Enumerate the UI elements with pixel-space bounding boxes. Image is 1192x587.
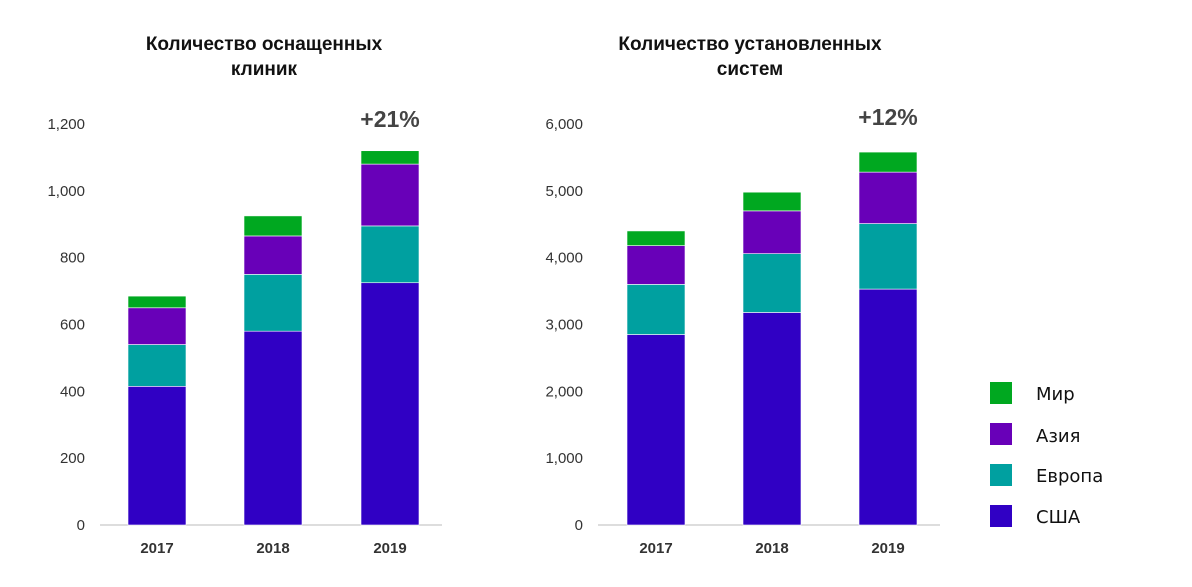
y-tick-label: 4,000 [545, 250, 583, 267]
legend-label-usa: США [1036, 507, 1081, 528]
x-tick-label: 2019 [373, 540, 406, 557]
legend: Мир Азия Европа США [990, 382, 1103, 528]
legend-label-europe: Европа [1036, 466, 1103, 487]
bars [626, 151, 918, 526]
bar-segment [127, 295, 187, 309]
growth-annotation: +21% [360, 106, 419, 132]
y-tick-label: 400 [60, 383, 85, 400]
x-tick-label: 2017 [639, 540, 672, 557]
bars [127, 150, 420, 526]
bar-segment [858, 171, 918, 224]
x-axis: 2017 2018 2019 [639, 540, 904, 557]
y-axis: 0 1,000 2,000 3,000 4,000 5,000 6,000 [545, 116, 583, 534]
growth-annotation: +12% [858, 104, 917, 130]
y-tick-label: 6,000 [545, 116, 583, 133]
bar-segment [626, 230, 686, 246]
y-tick-label: 3,000 [545, 317, 583, 334]
bar-segment [243, 235, 303, 275]
bar-segment [742, 253, 802, 313]
bar-segment [858, 151, 918, 173]
legend-swatch-europe [990, 464, 1012, 486]
chart-systems: Количество установленных систем 0 1,000 2,… [545, 34, 940, 557]
legend-swatch-usa [990, 505, 1012, 527]
bar-segment [360, 163, 420, 227]
legend-swatch-asia [990, 423, 1012, 445]
bar-segment [626, 284, 686, 335]
chart-title-line-1: Количество оснащенных [146, 34, 383, 55]
x-tick-label: 2018 [256, 540, 289, 557]
bar-segment [360, 282, 420, 526]
bar-segment [742, 312, 802, 526]
y-tick-label: 5,000 [545, 183, 583, 200]
y-tick-label: 1,200 [47, 116, 85, 133]
y-tick-label: 1,000 [545, 450, 583, 467]
bar-segment [360, 150, 420, 165]
x-axis: 2017 2018 2019 [140, 540, 406, 557]
x-tick-label: 2019 [871, 540, 904, 557]
x-tick-label: 2018 [755, 540, 788, 557]
bar-segment [858, 288, 918, 526]
bar-segment [243, 215, 303, 237]
y-tick-label: 0 [77, 517, 85, 534]
legend-swatch-mir [990, 382, 1012, 404]
y-tick-label: 0 [575, 517, 583, 534]
bar-segment [127, 344, 187, 387]
bar-segment [742, 191, 802, 212]
y-tick-label: 800 [60, 250, 85, 267]
x-tick-label: 2017 [140, 540, 173, 557]
legend-label-mir: Мир [1036, 384, 1075, 405]
y-tick-label: 2,000 [545, 383, 583, 400]
bar-segment [742, 210, 802, 254]
chart-title-line-1: Количество установленных [618, 34, 882, 55]
bar-segment [626, 334, 686, 526]
bar-segment [360, 225, 420, 284]
y-tick-label: 200 [60, 450, 85, 467]
bar-segment [243, 330, 303, 526]
y-tick-label: 600 [60, 317, 85, 334]
y-tick-label: 1,000 [47, 183, 85, 200]
bar-segment [858, 223, 918, 290]
bar-segment [127, 307, 187, 345]
bar-segment [243, 274, 303, 332]
y-axis: 0 200 400 600 800 1,000 1,200 [47, 116, 85, 534]
chart-title-line-2: клиник [231, 59, 298, 80]
chart-title-line-2: систем [717, 59, 784, 80]
bar-segment [127, 386, 187, 526]
bar-segment [626, 245, 686, 285]
chart-clinics: Количество оснащенных клиник 0 200 400 600 8… [47, 34, 442, 557]
legend-label-asia: Азия [1036, 426, 1080, 447]
